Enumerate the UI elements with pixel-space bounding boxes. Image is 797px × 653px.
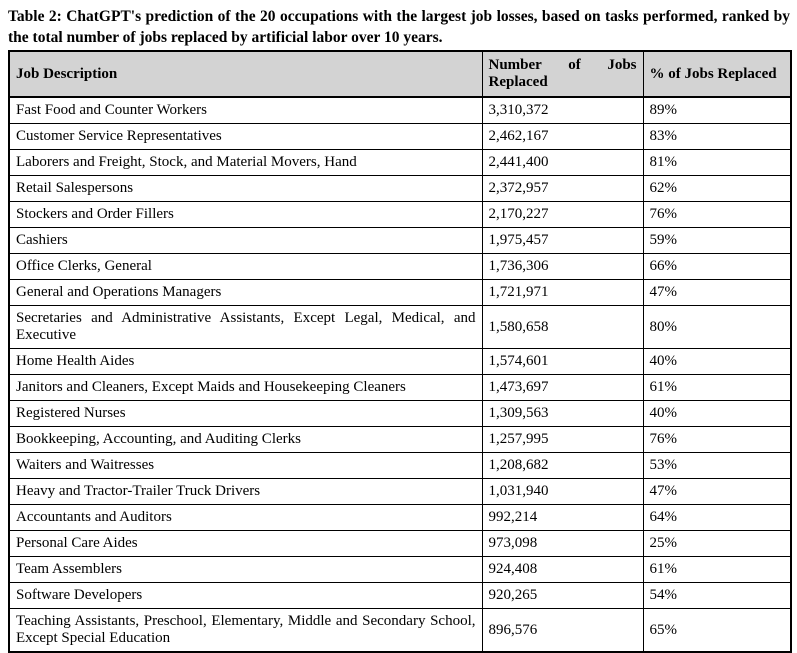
table-row: Heavy and Tractor-Trailer Truck Drivers 1… bbox=[8, 478, 792, 505]
table-row: Teaching Assistants, Preschool, Elementa… bbox=[8, 608, 792, 653]
jobs-replaced-cell: 973,098 bbox=[481, 530, 644, 557]
pct-replaced-cell: 65% bbox=[642, 608, 792, 653]
jobs-replaced-cell: 2,441,400 bbox=[481, 149, 644, 176]
table-caption: Table 2: ChatGPT's prediction of the 20 … bbox=[8, 8, 790, 46]
jobs-replaced-cell: 1,031,940 bbox=[481, 478, 644, 505]
job-description-cell: Accountants and Auditors bbox=[8, 504, 483, 531]
pct-replaced-cell: 89% bbox=[642, 96, 792, 124]
job-description-cell: Cashiers bbox=[8, 227, 483, 254]
job-description-cell: Retail Salespersons bbox=[8, 175, 483, 202]
header-job-description: Job Description bbox=[8, 50, 483, 98]
jobs-replaced-cell: 1,473,697 bbox=[481, 374, 644, 401]
table-row: Software Developers 920,265 54% bbox=[8, 582, 792, 609]
header-pct-jobs-replaced: % of Jobs Replaced bbox=[642, 50, 792, 98]
jobs-replaced-cell: 1,257,995 bbox=[481, 426, 644, 453]
job-description-cell: Home Health Aides bbox=[8, 348, 483, 375]
table-row: Waiters and Waitresses 1,208,682 53% bbox=[8, 452, 792, 479]
pct-replaced-cell: 66% bbox=[642, 253, 792, 280]
table-row: Retail Salespersons 2,372,957 62% bbox=[8, 175, 792, 202]
table-header: Job Description Number of Jobs Replaced … bbox=[8, 50, 792, 98]
table-row: Team Assemblers 924,408 61% bbox=[8, 556, 792, 583]
table-row: Personal Care Aides 973,098 25% bbox=[8, 530, 792, 557]
pct-replaced-cell: 81% bbox=[642, 149, 792, 176]
job-description-cell: Teaching Assistants, Preschool, Elementa… bbox=[8, 608, 483, 653]
jobs-replaced-cell: 920,265 bbox=[481, 582, 644, 609]
pct-replaced-cell: 76% bbox=[642, 201, 792, 228]
jobs-replaced-cell: 924,408 bbox=[481, 556, 644, 583]
table-row: Fast Food and Counter Workers 3,310,372 89… bbox=[8, 96, 792, 124]
pct-replaced-cell: 59% bbox=[642, 227, 792, 254]
table-row: Home Health Aides 1,574,601 40% bbox=[8, 348, 792, 375]
jobs-replaced-cell: 1,580,658 bbox=[481, 305, 644, 349]
table-row: Accountants and Auditors 992,214 64% bbox=[8, 504, 792, 531]
table-row: Office Clerks, General 1,736,306 66% bbox=[8, 253, 792, 280]
table-row: General and Operations Managers 1,721,971… bbox=[8, 279, 792, 306]
pct-replaced-cell: 47% bbox=[642, 478, 792, 505]
job-losses-table: Job Description Number of Jobs Replaced … bbox=[8, 50, 792, 653]
job-description-cell: Stockers and Order Fillers bbox=[8, 201, 483, 228]
pct-replaced-cell: 61% bbox=[642, 374, 792, 401]
pct-replaced-cell: 25% bbox=[642, 530, 792, 557]
pct-replaced-cell: 83% bbox=[642, 123, 792, 150]
job-description-cell: General and Operations Managers bbox=[8, 279, 483, 306]
pct-replaced-cell: 61% bbox=[642, 556, 792, 583]
pct-replaced-cell: 64% bbox=[642, 504, 792, 531]
job-description-cell: Waiters and Waitresses bbox=[8, 452, 483, 479]
job-description-cell: Team Assemblers bbox=[8, 556, 483, 583]
job-description-cell: Registered Nurses bbox=[8, 400, 483, 427]
table-row: Janitors and Cleaners, Except Maids and … bbox=[8, 374, 792, 401]
table-body: Fast Food and Counter Workers 3,310,372 89… bbox=[8, 96, 792, 653]
header-row: Job Description Number of Jobs Replaced … bbox=[8, 50, 792, 98]
table-row: Stockers and Order Fillers 2,170,227 76% bbox=[8, 201, 792, 228]
pct-replaced-cell: 53% bbox=[642, 452, 792, 479]
job-description-cell: Office Clerks, General bbox=[8, 253, 483, 280]
jobs-replaced-cell: 1,309,563 bbox=[481, 400, 644, 427]
job-description-cell: Secretaries and Administrative Assistant… bbox=[8, 305, 483, 349]
jobs-replaced-cell: 1,208,682 bbox=[481, 452, 644, 479]
pct-replaced-cell: 76% bbox=[642, 426, 792, 453]
job-description-cell: Janitors and Cleaners, Except Maids and … bbox=[8, 374, 483, 401]
pct-replaced-cell: 40% bbox=[642, 400, 792, 427]
job-description-cell: Heavy and Tractor-Trailer Truck Drivers bbox=[8, 478, 483, 505]
job-description-cell: Bookkeeping, Accounting, and Auditing Cl… bbox=[8, 426, 483, 453]
job-description-cell: Laborers and Freight, Stock, and Materia… bbox=[8, 149, 483, 176]
jobs-replaced-cell: 992,214 bbox=[481, 504, 644, 531]
header-number-jobs-replaced: Number of Jobs Replaced bbox=[481, 50, 644, 98]
job-description-cell: Customer Service Representatives bbox=[8, 123, 483, 150]
pct-replaced-cell: 80% bbox=[642, 305, 792, 349]
jobs-replaced-cell: 2,372,957 bbox=[481, 175, 644, 202]
jobs-replaced-cell: 1,975,457 bbox=[481, 227, 644, 254]
table-row: Laborers and Freight, Stock, and Materia… bbox=[8, 149, 792, 176]
table-row: Secretaries and Administrative Assistant… bbox=[8, 305, 792, 349]
pct-replaced-cell: 47% bbox=[642, 279, 792, 306]
table-row: Bookkeeping, Accounting, and Auditing Cl… bbox=[8, 426, 792, 453]
pct-replaced-cell: 62% bbox=[642, 175, 792, 202]
jobs-replaced-cell: 2,462,167 bbox=[481, 123, 644, 150]
pct-replaced-cell: 54% bbox=[642, 582, 792, 609]
job-description-cell: Software Developers bbox=[8, 582, 483, 609]
jobs-replaced-cell: 1,721,971 bbox=[481, 279, 644, 306]
jobs-replaced-cell: 3,310,372 bbox=[481, 96, 644, 124]
jobs-replaced-cell: 896,576 bbox=[481, 608, 644, 653]
table-row: Registered Nurses 1,309,563 40% bbox=[8, 400, 792, 427]
pct-replaced-cell: 40% bbox=[642, 348, 792, 375]
table-row: Customer Service Representatives 2,462,16… bbox=[8, 123, 792, 150]
job-description-cell: Fast Food and Counter Workers bbox=[8, 96, 483, 124]
jobs-replaced-cell: 1,736,306 bbox=[481, 253, 644, 280]
job-description-cell: Personal Care Aides bbox=[8, 530, 483, 557]
jobs-replaced-cell: 1,574,601 bbox=[481, 348, 644, 375]
table-row: Cashiers 1,975,457 59% bbox=[8, 227, 792, 254]
jobs-replaced-cell: 2,170,227 bbox=[481, 201, 644, 228]
